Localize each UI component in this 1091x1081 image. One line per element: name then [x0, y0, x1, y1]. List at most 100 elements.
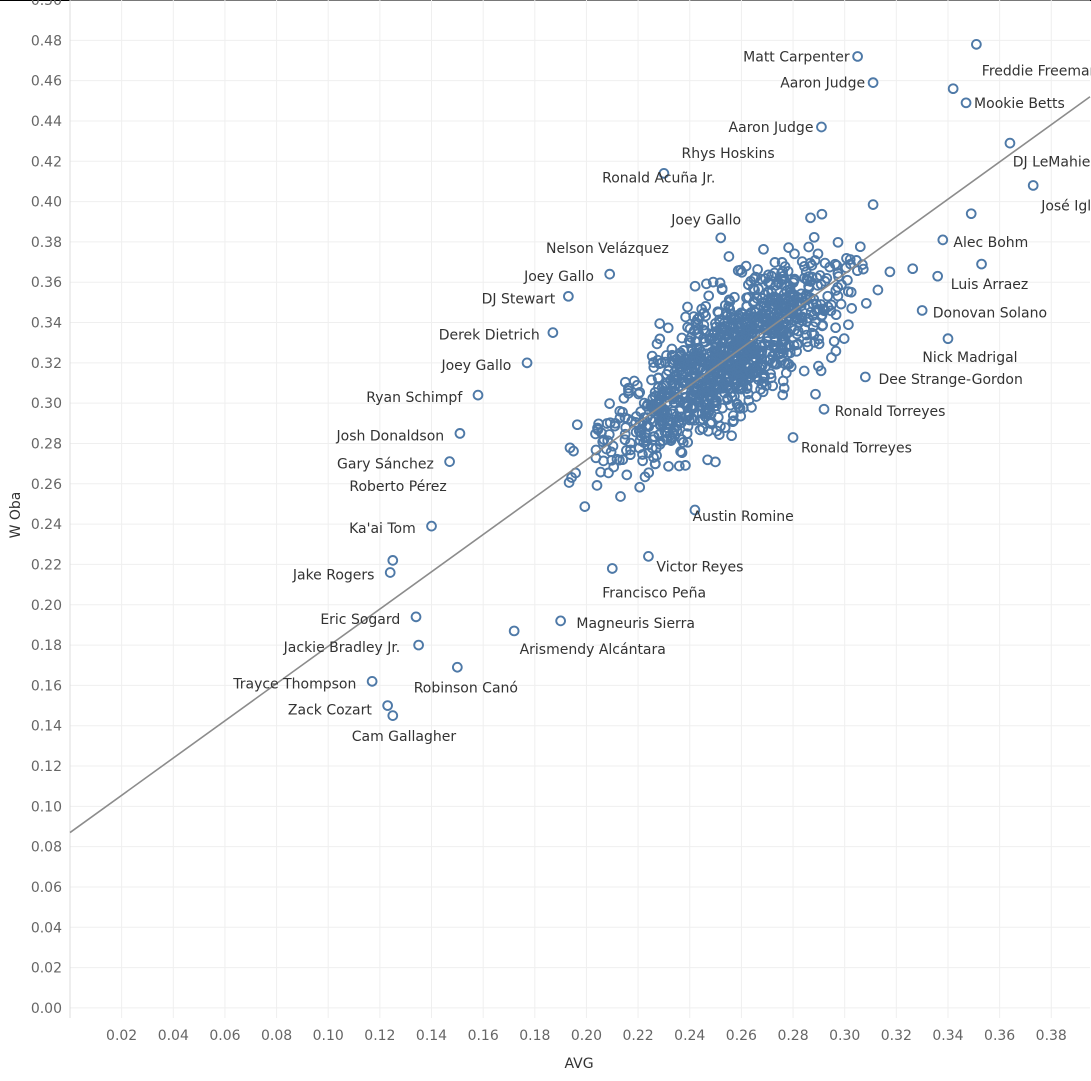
cluster-point [828, 335, 840, 347]
cluster-point [634, 442, 645, 454]
cluster-point [714, 277, 726, 289]
cluster-point [750, 367, 762, 379]
data-point [859, 371, 871, 383]
cluster-point [804, 257, 816, 269]
cluster-point [860, 297, 872, 309]
y-tick-label: 0.46 [31, 74, 62, 90]
cluster-point [833, 271, 844, 282]
point-annotation: DJ Stewart [482, 291, 556, 307]
y-axis-title: W Oba [8, 492, 24, 539]
cluster-point [761, 332, 773, 344]
data-point [1004, 137, 1016, 149]
cluster-point [724, 399, 736, 411]
y-tick-label: 0.42 [31, 154, 62, 170]
cluster-point [759, 338, 771, 350]
x-tick-label: 0.12 [364, 1028, 395, 1044]
cluster-point [603, 429, 615, 440]
point-annotation: Francisco Peña [602, 586, 706, 602]
point-annotation: Arismendy Alcántara [520, 642, 666, 658]
cluster-point [788, 324, 800, 336]
cluster-point [735, 333, 747, 345]
point-annotation: Aaron Judge [780, 76, 865, 92]
point-annotation: Zack Cozart [288, 703, 372, 719]
cluster-point [737, 402, 749, 414]
cluster-point [738, 355, 750, 366]
point-annotation: Eric Sogard [320, 612, 400, 628]
cluster-point [768, 358, 780, 370]
cluster-point [741, 301, 753, 312]
point-annotation: Joey Gallo [670, 213, 741, 229]
point-annotation: Dee Strange-Gordon [879, 372, 1023, 388]
cluster-point [846, 303, 858, 314]
cluster-point [673, 460, 685, 472]
cluster-point [603, 467, 614, 479]
point-annotation: Austin Romine [693, 509, 794, 525]
cluster-point [822, 290, 834, 302]
data-point [508, 625, 520, 637]
cluster-point [707, 397, 719, 409]
point-annotation: Roberto Pérez [349, 479, 446, 495]
cluster-point [702, 454, 713, 466]
cluster-point [751, 293, 763, 304]
cluster-point [777, 389, 789, 401]
cluster-point [816, 208, 828, 220]
y-tick-label: 0.14 [31, 719, 62, 735]
cluster-point [799, 260, 810, 272]
cluster-point [666, 343, 678, 355]
data-point [563, 290, 574, 302]
cluster-point [693, 352, 704, 363]
cluster-point [771, 297, 782, 309]
cluster-point [867, 199, 879, 210]
cluster-point [646, 374, 657, 386]
cluster-point [571, 419, 583, 431]
x-tick-label: 0.20 [571, 1028, 602, 1044]
cluster-point [767, 319, 779, 330]
y-tick-label: 0.48 [31, 33, 62, 49]
cluster-point [674, 350, 686, 362]
cluster-point [724, 358, 735, 369]
y-tick-label: 0.12 [31, 759, 62, 775]
cluster-point [752, 264, 763, 275]
point-annotation: Magneuris Sierra [576, 616, 695, 632]
cluster-point [710, 318, 721, 329]
cluster-point [579, 501, 591, 512]
cluster-point [749, 352, 760, 363]
cluster-point [722, 394, 733, 405]
cluster-point [709, 395, 721, 407]
x-tick-label: 0.16 [468, 1028, 499, 1044]
cluster-point [812, 280, 823, 291]
cluster-point [623, 385, 634, 397]
data-point [818, 403, 830, 415]
x-tick-label: 0.26 [726, 1028, 757, 1044]
cluster-point [676, 447, 688, 459]
x-tick-label: 0.08 [261, 1028, 292, 1044]
data-point [472, 389, 484, 401]
data-point [689, 504, 701, 516]
cluster-point [646, 350, 658, 362]
cluster-point [830, 322, 841, 334]
cluster-point [857, 263, 869, 275]
cluster-point [830, 345, 842, 357]
cluster-point [648, 357, 659, 368]
data-point [960, 97, 972, 109]
x-tick-label: 0.38 [1036, 1028, 1067, 1044]
cluster-point [817, 303, 829, 315]
cluster-point [728, 415, 739, 427]
cluster-point [651, 338, 663, 350]
cluster-point [659, 406, 670, 418]
cluster-point [651, 450, 662, 461]
point-annotation: Matt Carpenter [743, 49, 850, 65]
point-annotation: DJ LeMahieu [1013, 154, 1091, 170]
cluster-point [735, 307, 747, 319]
data-point [971, 38, 982, 50]
point-annotation: Ronald Torreyes [835, 404, 946, 420]
cluster-point [619, 412, 631, 424]
data-point [521, 357, 533, 369]
x-tick-label: 0.36 [984, 1028, 1015, 1044]
point-cluster [563, 199, 919, 512]
cluster-point [740, 260, 752, 272]
cluster-point [806, 271, 818, 283]
cluster-point [662, 322, 674, 334]
cluster-point [648, 431, 660, 442]
